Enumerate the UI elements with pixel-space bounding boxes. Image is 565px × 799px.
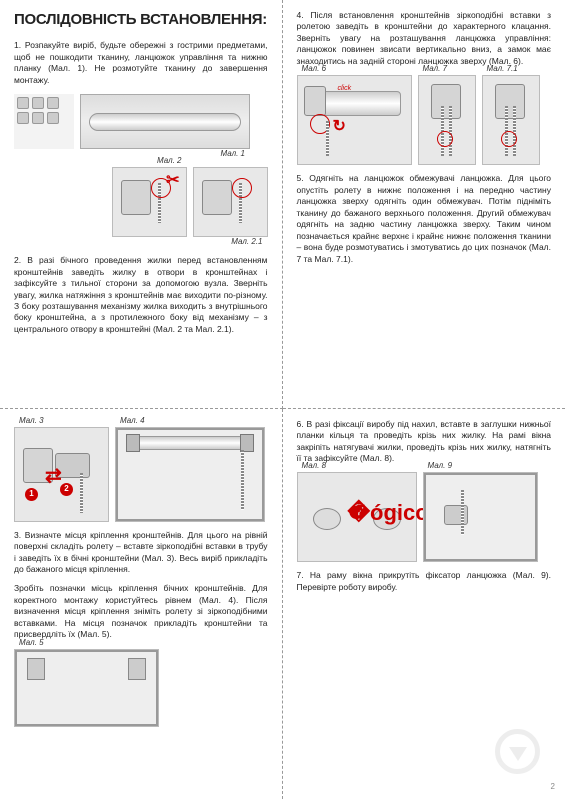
- figure-7-1: Мал. 7.1: [482, 75, 540, 165]
- figure-row-5: Мал. 5: [14, 649, 268, 727]
- figure-5: Мал. 5: [14, 649, 159, 727]
- step-5-text: 5. Одягніть на ланцюжок обмежувачі ланцю…: [297, 173, 552, 265]
- figure-7: Мал. 7: [418, 75, 476, 165]
- click-label: click: [338, 84, 352, 93]
- quadrant-1: ПОСЛІДОВНІСТЬ ВСТАНОВЛЕННЯ: 1. Розпакуйт…: [0, 0, 283, 409]
- figure-2: ✂ Мал. 2: [112, 167, 187, 237]
- figure-2-1-label: Мал. 2.1: [231, 237, 262, 248]
- quadrant-3: 1 2 ⇄ Мал. 3 Мал. 4 3. Визначте місця кр…: [0, 409, 283, 799]
- figure-4-label: Мал. 4: [120, 416, 145, 427]
- figure-2-label: Мал. 2: [157, 156, 182, 167]
- figure-5-label: Мал. 5: [19, 638, 44, 649]
- step-2-text: 2. В разі бічного проведення жилки перед…: [14, 255, 268, 335]
- step-3a-text: 3. Визначте місця кріплення кронштейнів.…: [14, 530, 268, 576]
- quadrant-2: 4. Після встановлення кронштейнів зіркоп…: [283, 0, 565, 409]
- step-3b-text: Зробіть позначки місць кріплення бічних …: [14, 583, 268, 640]
- quadrant-4: 6. В разі фіксації виробу під нахил, вст…: [283, 409, 565, 799]
- figure-1-parts: [14, 94, 74, 149]
- figure-3: 1 2 ⇄ Мал. 3: [14, 427, 109, 522]
- figure-row-8-9: �ógico ↺ Мал. 8 Мал. 9: [297, 472, 552, 562]
- figure-row-2: ✂ Мал. 2 Мал. 2.1: [14, 167, 268, 237]
- figure-3-label: Мал. 3: [19, 416, 44, 427]
- page-number: 2: [551, 782, 555, 793]
- figure-1-roller: Мал. 1: [80, 94, 250, 149]
- step-7-text: 7. На раму вікна прикрутіть фіксатор лан…: [297, 570, 552, 593]
- figure-6: click ↻ Мал. 6: [297, 75, 412, 165]
- step-6-text: 6. В разі фіксації виробу під нахил, вст…: [297, 419, 552, 465]
- figure-6-label: Мал. 6: [302, 64, 327, 75]
- figure-9-label: Мал. 9: [428, 461, 453, 472]
- page-title: ПОСЛІДОВНІСТЬ ВСТАНОВЛЕННЯ:: [14, 10, 268, 30]
- figure-8-label: Мал. 8: [302, 461, 327, 472]
- step-1-text: 1. Розпакуйте виріб, будьте обережні з г…: [14, 40, 268, 86]
- figure-7-1-label: Мал. 7.1: [487, 64, 518, 75]
- figure-4: Мал. 4: [115, 427, 265, 522]
- figure-9: Мал. 9: [423, 472, 538, 562]
- figure-7-label: Мал. 7: [423, 64, 448, 75]
- figure-row-3-4: 1 2 ⇄ Мал. 3 Мал. 4: [14, 427, 268, 522]
- figure-row-6-7: click ↻ Мал. 6 Мал. 7 Мал. 7.1: [297, 75, 552, 165]
- figure-2-1: Мал. 2.1: [193, 167, 268, 237]
- watermark-icon: [495, 729, 540, 774]
- figure-8: �ógico ↺ Мал. 8: [297, 472, 417, 562]
- figure-1-label: Мал. 1: [220, 149, 245, 160]
- figure-row-1: Мал. 1: [14, 94, 268, 149]
- step-4-text: 4. Після встановлення кронштейнів зіркоп…: [297, 10, 552, 67]
